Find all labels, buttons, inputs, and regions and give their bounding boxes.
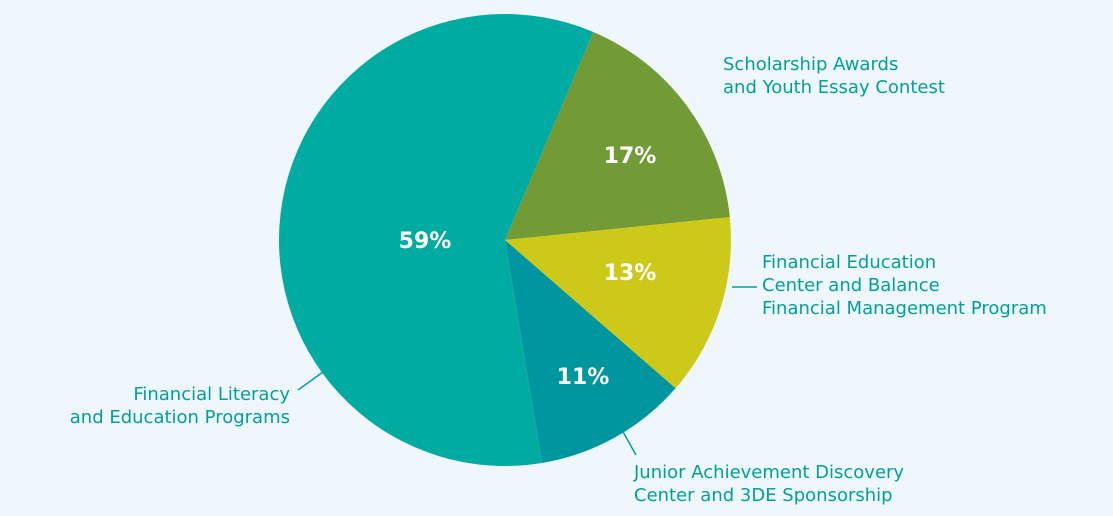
value-label: 17% [604, 144, 657, 169]
value-label: 13% [604, 261, 657, 286]
category-label-line: Financial Education [762, 252, 936, 273]
category-label-line: Junior Achievement Discovery [633, 462, 904, 483]
leader-line [297, 371, 324, 391]
category-label: Scholarship Awards and Youth Essay Contes… [723, 54, 945, 98]
category-label-line: Financial Management Program [762, 298, 1047, 319]
category-label-line: and Education Programs [70, 407, 290, 428]
leader-line [621, 429, 637, 456]
pie-slice [279, 14, 594, 466]
category-label: Financial Education Center and Balance Fin… [762, 252, 1047, 319]
pie-slice [505, 217, 731, 389]
category-label-line: Scholarship Awards [723, 54, 898, 75]
category-label: Financial Literacy and Education Programs [70, 384, 291, 428]
category-label-line: Center and 3DE Sponsorship [634, 485, 893, 506]
category-label-line: and Youth Essay Contest [723, 77, 945, 98]
category-label-line: Center and Balance [762, 275, 940, 296]
value-label: 59% [399, 229, 452, 254]
pie-slice [505, 31, 730, 241]
value-label: 11% [557, 365, 610, 390]
pie-slice [505, 240, 676, 463]
category-label: Junior Achievement Discovery Center and 3… [633, 462, 904, 506]
category-label-line: Financial Literacy [133, 384, 290, 405]
